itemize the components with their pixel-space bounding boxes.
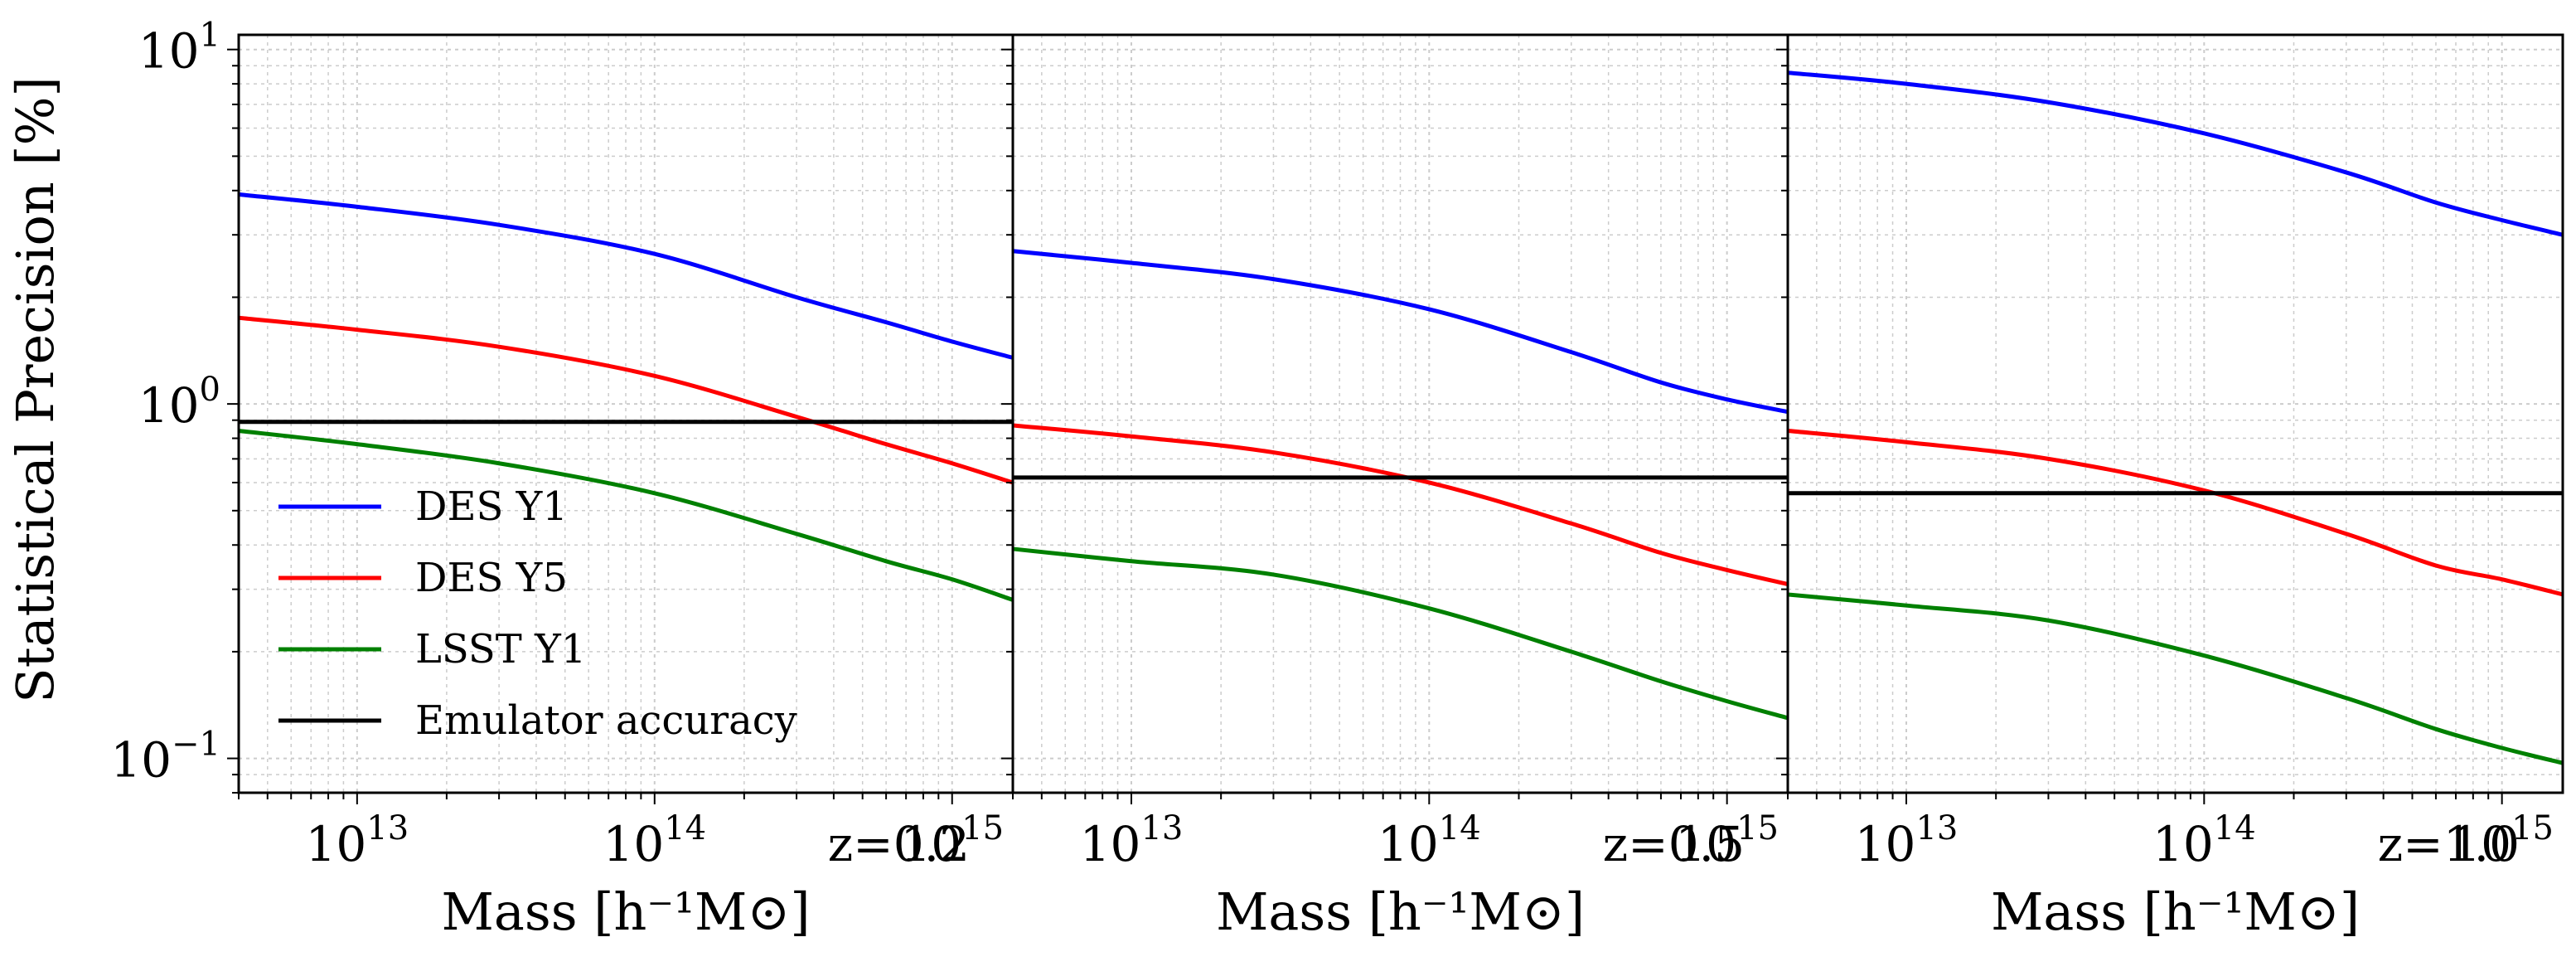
axis-ticks — [227, 48, 953, 804]
series-line-lsst-y1 — [1787, 592, 2564, 765]
x-axis-label: Mass [h⁻¹M⊙] — [441, 881, 810, 942]
legend-label-emulator-accuracy: Emulator accuracy — [415, 697, 797, 744]
y-tick-label: 101 — [138, 17, 220, 80]
y-axis-label: Statistical Precision [%] — [5, 76, 65, 702]
y-tick-label: 100 — [138, 371, 220, 434]
panel-redshift-label: z=0.2 — [828, 816, 970, 872]
series-group — [1787, 70, 2564, 765]
panel-redshift-label: z=0.5 — [1603, 816, 1745, 872]
x-tick-label: 1015 — [2450, 809, 2554, 872]
series-line-des-y1 — [238, 192, 1014, 360]
grid — [238, 35, 1013, 794]
series-line-des-y5 — [1012, 423, 1789, 586]
x-tick-label: 1015 — [900, 809, 1004, 872]
series-group — [1012, 249, 1789, 721]
panel-redshift-label: z=1.0 — [2378, 816, 2520, 872]
series-line-des-y5 — [238, 315, 1014, 485]
x-tick-label: 1013 — [305, 809, 409, 872]
chart-panel-1: 1013 1014 1015 10−1 100 101 z=0.2 Mass [h⁻¹M⊙] — [110, 17, 1014, 942]
series-line-des-y5 — [1787, 429, 2564, 597]
legend: DES Y1 DES Y5 LSST Y1 Emulator accuracy — [278, 483, 797, 744]
series-group — [238, 192, 1014, 602]
x-tick-label: 1014 — [2152, 809, 2256, 872]
grid — [1787, 35, 2563, 794]
axes-frame — [1786, 33, 2564, 794]
series-line-des-y1 — [1012, 249, 1789, 415]
series-line-lsst-y1 — [238, 429, 1014, 602]
x-tick-label: 1014 — [1378, 809, 1481, 872]
x-tick-label: 1013 — [1080, 809, 1184, 872]
x-tick-label: 1014 — [603, 809, 706, 872]
legend-label-des-y1: DES Y1 — [415, 483, 568, 530]
axis-ticks — [1001, 48, 1728, 804]
x-tick-label: 1015 — [1675, 809, 1779, 872]
x-axis-label: Mass [h⁻¹M⊙] — [1216, 881, 1585, 942]
x-axis-label: Mass [h⁻¹M⊙] — [1991, 881, 2360, 942]
legend-label-lsst-y1: LSST Y1 — [415, 626, 586, 673]
axis-ticks — [1776, 48, 2503, 804]
legend-label-des-y5: DES Y5 — [415, 555, 568, 601]
x-tick-label: 1013 — [1855, 809, 1959, 872]
series-line-des-y1 — [1787, 70, 2564, 237]
grid — [1012, 35, 1788, 794]
series-line-lsst-y1 — [1012, 546, 1789, 721]
y-tick-label: 10−1 — [110, 726, 220, 789]
